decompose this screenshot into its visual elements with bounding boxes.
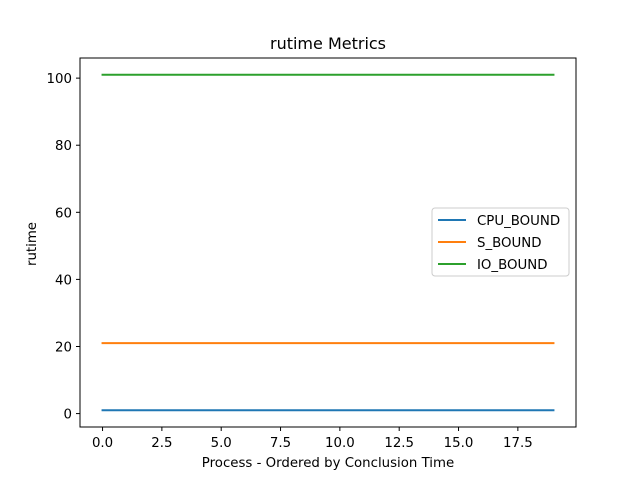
y-axis-ticks: 0 20 40 60 80 100 [47, 72, 80, 423]
x-tick-label: 17.5 [503, 436, 533, 451]
y-tick-label: 100 [47, 72, 72, 87]
y-tick-label: 40 [55, 273, 72, 288]
legend: CPU_BOUND S_BOUND IO_BOUND [431, 207, 570, 277]
x-tick-label: 10.0 [325, 436, 355, 451]
y-tick-label: 20 [55, 340, 72, 355]
legend-label-io-bound: IO_BOUND [477, 258, 547, 273]
y-tick-label: 60 [55, 206, 72, 221]
legend-label-cpu-bound: CPU_BOUND [477, 214, 560, 229]
x-tick-label: 0.0 [92, 436, 113, 451]
x-tick-label: 7.5 [270, 436, 291, 451]
plot-area [79, 57, 577, 428]
x-tick-label: 12.5 [384, 436, 414, 451]
x-tick-label: 5.0 [211, 436, 232, 451]
axes-frame [79, 57, 577, 428]
x-tick-label: 15.0 [444, 436, 474, 451]
x-axis-label: Process - Ordered by Conclusion Time [202, 456, 454, 471]
y-axis-label: rutime [25, 222, 40, 266]
y-tick-label: 80 [55, 139, 72, 154]
x-axis-ticks: 0.0 2.5 5.0 7.5 10.0 12.5 15.0 17.5 [92, 427, 533, 451]
chart-title: rutime Metrics [270, 34, 386, 53]
legend-label-s-bound: S_BOUND [477, 236, 542, 251]
x-tick-label: 2.5 [151, 436, 172, 451]
legend-box [431, 207, 570, 277]
y-tick-label: 0 [64, 408, 72, 423]
